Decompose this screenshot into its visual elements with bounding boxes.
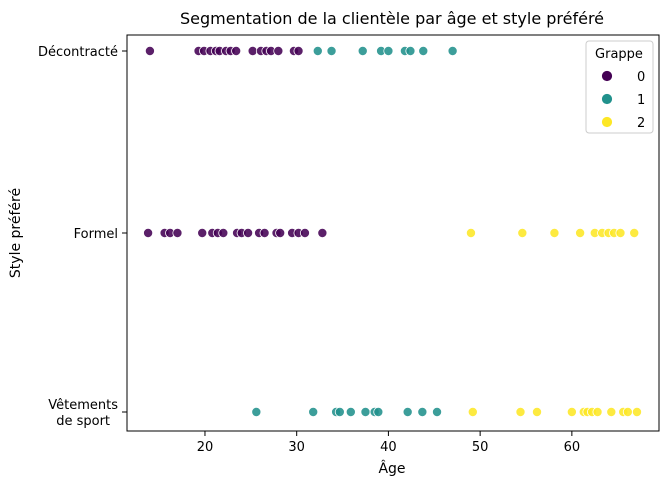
data-point-cluster-2: [566, 406, 577, 417]
data-point-cluster-1: [360, 406, 371, 417]
data-point-cluster-0: [143, 227, 154, 238]
data-point-cluster-0: [243, 227, 254, 238]
data-point-cluster-1: [308, 406, 319, 417]
data-point-cluster-0: [317, 227, 328, 238]
data-point-cluster-1: [383, 46, 394, 57]
data-point-cluster-2: [517, 227, 528, 238]
data-point-cluster-1: [345, 406, 356, 417]
data-point-cluster-1: [326, 46, 337, 57]
legend-label: 1: [637, 93, 645, 108]
x-tick-label: 30: [288, 440, 305, 455]
legend-items: 0 1 2: [601, 70, 645, 131]
data-point-cluster-2: [631, 406, 642, 417]
x-axis-ticks: 20 30 40 50 60: [197, 431, 580, 455]
data-point-cluster-0: [197, 227, 208, 238]
data-point-cluster-0: [299, 227, 310, 238]
data-point-cluster-2: [549, 227, 560, 238]
data-point-cluster-1: [402, 406, 413, 417]
points-layer: [143, 46, 642, 417]
data-point-cluster-0: [259, 227, 270, 238]
legend-label: 0: [637, 70, 645, 85]
data-point-cluster-2: [606, 406, 617, 417]
data-point-cluster-1: [357, 46, 368, 57]
data-point-cluster-1: [251, 406, 262, 417]
data-point-cluster-0: [293, 46, 304, 57]
data-point-cluster-0: [172, 227, 183, 238]
data-point-cluster-1: [312, 46, 323, 57]
x-tick-label: 20: [197, 440, 214, 455]
legend: Grappe 0 1 2: [585, 40, 654, 134]
data-point-cluster-1: [432, 406, 443, 417]
legend-title: Grappe: [595, 47, 643, 62]
x-tick-label: 40: [380, 440, 397, 455]
y-tick-label: de sport: [56, 414, 110, 429]
data-point-cluster-1: [334, 406, 345, 417]
data-point-cluster-0: [218, 227, 229, 238]
data-point-cluster-2: [465, 227, 476, 238]
data-point-cluster-2: [575, 227, 586, 238]
data-point-cluster-1: [405, 46, 416, 57]
data-point-cluster-1: [417, 406, 428, 417]
x-tick-label: 60: [564, 440, 581, 455]
data-point-cluster-2: [629, 227, 640, 238]
data-point-cluster-2: [622, 406, 633, 417]
data-point-cluster-0: [231, 46, 242, 57]
data-point-cluster-2: [467, 406, 478, 417]
y-axis-label: Style préféré: [8, 188, 24, 278]
legend-marker: [601, 70, 613, 82]
data-point-cluster-1: [373, 406, 384, 417]
y-tick-label: Vêtements: [48, 398, 118, 413]
legend-marker: [601, 116, 613, 128]
data-point-cluster-0: [247, 46, 258, 57]
data-point-cluster-0: [275, 227, 286, 238]
data-point-cluster-2: [615, 227, 626, 238]
legend-box: [585, 40, 654, 134]
legend-label: 2: [637, 116, 645, 131]
x-axis-label: Âge: [378, 459, 405, 477]
data-point-cluster-2: [592, 406, 603, 417]
y-tick-label: Formel: [74, 227, 118, 242]
data-point-cluster-0: [144, 46, 155, 57]
data-point-cluster-1: [447, 46, 458, 57]
data-point-cluster-2: [532, 406, 543, 417]
data-point-cluster-0: [273, 46, 284, 57]
legend-marker: [601, 93, 613, 105]
chart-title: Segmentation de la clientèle par âge et …: [180, 9, 604, 28]
x-tick-label: 50: [472, 440, 489, 455]
data-point-cluster-2: [515, 406, 526, 417]
data-point-cluster-1: [418, 46, 429, 57]
y-tick-label: Décontracté: [38, 45, 118, 60]
